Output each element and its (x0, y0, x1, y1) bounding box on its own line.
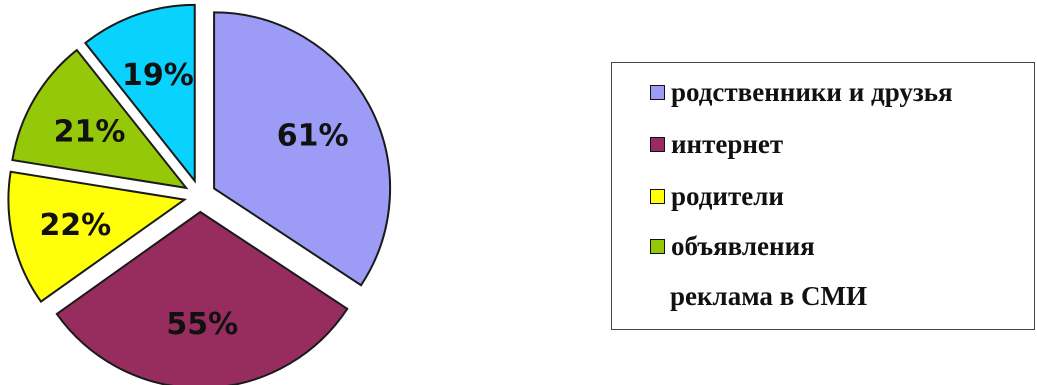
slice-percent-label: 19% (122, 58, 194, 93)
slice-internet (55, 210, 349, 385)
legend-item-relatives: родственники и друзья (650, 77, 953, 108)
slice-percent-label: 22% (39, 208, 111, 243)
slice-parents (7, 170, 187, 303)
legend-swatch (650, 189, 665, 204)
slice-media (83, 3, 196, 184)
legend-label: родители (671, 181, 784, 211)
legend-swatch (650, 239, 665, 254)
legend-item-parents: родители (650, 181, 784, 212)
slice-percent-label: 55% (166, 307, 238, 342)
legend-item-ads: объявления (650, 231, 815, 262)
legend-label: родственники и друзья (671, 77, 953, 107)
slice-percent-label: 21% (54, 114, 126, 149)
legend-item-internet: интернет (650, 129, 783, 160)
chart-legend: родственники и друзья интернет родители … (611, 62, 1035, 330)
legend-item-media: реклама в СМИ (670, 281, 867, 311)
legend-swatch (650, 137, 665, 152)
legend-swatch (650, 85, 665, 100)
pie-chart: 61% 55% 22% 21% 19% (7, 3, 392, 385)
slice-ads (11, 48, 189, 190)
legend-label: интернет (671, 129, 784, 159)
slice-percent-label: 61% (277, 118, 349, 153)
legend-label: объявления (671, 231, 815, 261)
slice-relatives (213, 11, 392, 287)
